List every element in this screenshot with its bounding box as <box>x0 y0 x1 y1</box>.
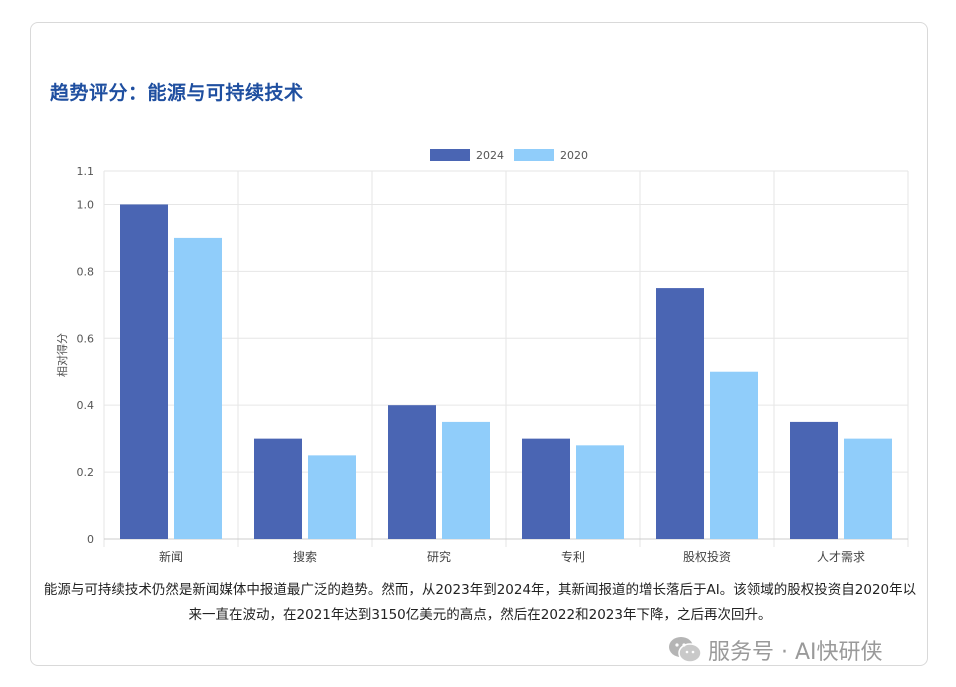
bar-2024-3[interactable] <box>522 438 570 539</box>
chart-title: 趋势评分：能源与可持续技术 <box>50 82 304 104</box>
y-tick-label: 1.1 <box>77 165 95 178</box>
legend[interactable]: 2024 2020 <box>430 149 588 162</box>
watermark-text: 服务号 · AI快研侠 <box>708 640 883 665</box>
bar-2020-4[interactable] <box>710 371 758 539</box>
y-tick-label: 0.6 <box>77 332 95 345</box>
y-tick-label: 0.8 <box>77 265 95 278</box>
legend-swatch-2024[interactable] <box>430 149 470 161</box>
bar-2020-0[interactable] <box>174 237 222 539</box>
x-tick-label: 人才需求 <box>817 550 865 564</box>
bar-2020-2[interactable] <box>442 421 490 539</box>
x-tick-label: 专利 <box>561 549 585 564</box>
x-axis: 新闻 搜索 研究 专利 股权投资 人才需求 <box>159 549 865 564</box>
bar-2024-2[interactable] <box>388 405 436 539</box>
watermark: 服务号 · AI快研侠 <box>668 632 883 668</box>
y-axis: 0 0.2 0.4 0.6 0.8 1.0 1.1 <box>77 165 95 546</box>
grid-lines <box>103 170 909 547</box>
y-tick-label: 0 <box>87 533 94 546</box>
legend-swatch-2020[interactable] <box>514 149 554 161</box>
bar-2024-0[interactable] <box>120 204 168 540</box>
x-tick-label: 新闻 <box>159 549 183 564</box>
bar-2024-5[interactable] <box>790 421 838 539</box>
bar-2020-5[interactable] <box>844 438 892 539</box>
bar-2020-1[interactable] <box>308 455 356 539</box>
x-tick-label: 搜索 <box>293 549 317 564</box>
y-tick-label: 0.4 <box>77 399 95 412</box>
bars <box>120 204 892 540</box>
legend-label[interactable]: 2020 <box>560 149 588 162</box>
wechat-icon <box>669 637 702 663</box>
bar-2024-1[interactable] <box>254 438 302 539</box>
bar-2024-4[interactable] <box>656 288 704 539</box>
bar-2020-3[interactable] <box>576 445 624 539</box>
y-axis-label: 相对得分 <box>55 333 69 377</box>
legend-label[interactable]: 2024 <box>476 149 504 162</box>
x-tick-label: 研究 <box>427 549 451 564</box>
x-tick-label: 股权投资 <box>683 549 731 564</box>
chart-description: 能源与可持续技术仍然是新闻媒体中报道最广泛的趋势。然而，从2023年到2024年… <box>43 582 917 623</box>
y-tick-label: 0.2 <box>77 466 95 479</box>
y-tick-label: 1.0 <box>77 198 95 211</box>
